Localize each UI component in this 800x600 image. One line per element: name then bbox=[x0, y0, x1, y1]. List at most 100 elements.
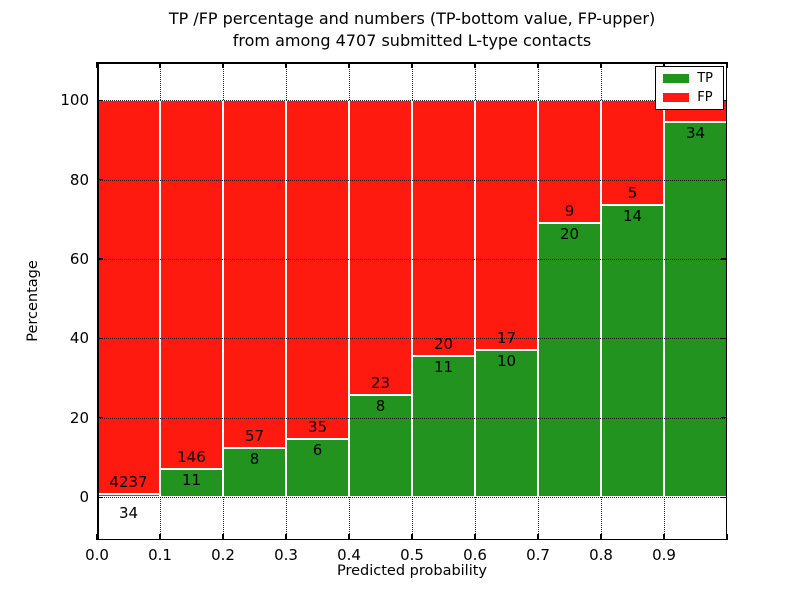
x-tick-mark bbox=[726, 62, 728, 68]
bar-label-fp: 5 bbox=[627, 183, 638, 202]
chart-title-line1: TP /FP percentage and numbers (TP-bottom… bbox=[168, 9, 656, 28]
legend: TP FP bbox=[655, 66, 724, 110]
x-tick-mark bbox=[411, 534, 413, 540]
y-tick-mark bbox=[721, 337, 727, 340]
bar-label-tp: 20 bbox=[559, 225, 580, 244]
x-tick-mark bbox=[663, 534, 665, 540]
x-tick-mark bbox=[285, 62, 287, 68]
x-tick-label: 0.7 bbox=[526, 546, 550, 564]
gridline-horizontal bbox=[97, 338, 727, 340]
plot-spine-bottom bbox=[97, 538, 727, 540]
gridline-horizontal bbox=[97, 100, 727, 102]
bar-segment-tp bbox=[286, 439, 349, 498]
x-tick-mark bbox=[348, 534, 350, 540]
gridline-horizontal bbox=[97, 417, 727, 419]
x-tick-mark bbox=[411, 62, 413, 68]
x-tick-mark bbox=[159, 534, 161, 540]
y-tick-label: 100 bbox=[60, 91, 89, 110]
x-tick-label: 0.9 bbox=[652, 546, 676, 564]
bar-segment-tp bbox=[664, 122, 727, 498]
y-tick-mark bbox=[97, 99, 103, 101]
x-tick-mark bbox=[222, 534, 224, 540]
y-tick-mark bbox=[97, 417, 103, 419]
bar-label-tp: 10 bbox=[496, 352, 517, 371]
x-tick-label: 0.6 bbox=[463, 546, 487, 564]
y-tick-mark bbox=[97, 178, 103, 181]
x-tick-label: 0.0 bbox=[85, 546, 109, 564]
x-tick-mark bbox=[537, 62, 539, 68]
bar-label-tp: 8 bbox=[249, 450, 260, 469]
legend-label-tp: TP bbox=[697, 71, 713, 86]
bar-label-tp: 11 bbox=[433, 358, 454, 377]
bar-segment-fp bbox=[97, 100, 160, 494]
bar-segment-tp bbox=[160, 469, 223, 498]
gridline-horizontal bbox=[97, 497, 727, 499]
legend-swatch-tp-icon bbox=[663, 74, 690, 83]
x-tick-mark bbox=[537, 534, 539, 540]
bar-segment-fp bbox=[349, 100, 412, 395]
plot-spine-right bbox=[725, 62, 727, 540]
y-tick-label: 20 bbox=[69, 408, 89, 427]
bar-segment-tp bbox=[538, 223, 601, 498]
legend-swatch-fp-icon bbox=[663, 93, 690, 102]
bar-segment-fp bbox=[286, 100, 349, 440]
y-tick-label: 40 bbox=[69, 329, 89, 348]
bar-label-tp: 34 bbox=[118, 504, 139, 523]
y-tick-mark bbox=[721, 417, 727, 419]
x-tick-label: 0.1 bbox=[148, 546, 172, 564]
y-tick-mark bbox=[97, 337, 103, 340]
x-axis-label: Predicted probability bbox=[336, 563, 488, 579]
x-tick-label: 0.3 bbox=[274, 546, 298, 564]
x-tick-label: 0.8 bbox=[589, 546, 613, 564]
bar-segment-fp bbox=[538, 100, 601, 224]
bar-segment-tp bbox=[475, 350, 538, 498]
bar-label-fp: 23 bbox=[370, 373, 391, 392]
bar-segment-tp bbox=[349, 394, 412, 498]
bar-segment-fp bbox=[412, 100, 475, 357]
bar-label-tp: 8 bbox=[375, 396, 386, 415]
bar-segment-tp bbox=[601, 204, 664, 498]
x-tick-mark bbox=[600, 534, 602, 540]
bar-label-fp: 20 bbox=[433, 335, 454, 354]
bar-label-fp: 57 bbox=[244, 427, 265, 446]
x-tick-mark bbox=[600, 62, 602, 68]
bar-label-tp: 11 bbox=[181, 471, 202, 490]
bar-segment-fp bbox=[160, 100, 223, 470]
legend-label-fp: FP bbox=[697, 90, 713, 105]
x-tick-mark bbox=[474, 534, 476, 540]
x-tick-mark bbox=[222, 62, 224, 68]
x-tick-label: 0.5 bbox=[400, 546, 424, 564]
bar-segment-fp bbox=[601, 100, 664, 205]
x-tick-label: 0.4 bbox=[337, 546, 361, 564]
gridline-horizontal bbox=[97, 258, 727, 260]
x-tick-mark bbox=[663, 62, 665, 68]
chart-title-line2: from among 4707 submitted L-type contact… bbox=[232, 31, 592, 50]
x-tick-mark bbox=[159, 62, 161, 68]
plot-spine-top bbox=[97, 62, 727, 64]
x-tick-mark bbox=[726, 534, 728, 540]
x-tick-label: 0.2 bbox=[211, 546, 235, 564]
bar-label-fp: 146 bbox=[177, 448, 206, 467]
y-tick-label: 0 bbox=[79, 488, 89, 507]
legend-entry-tp: TP bbox=[663, 72, 713, 85]
gridline-horizontal bbox=[97, 179, 727, 181]
x-tick-mark bbox=[474, 62, 476, 68]
y-tick-mark bbox=[97, 258, 103, 260]
bar-label-fp: 17 bbox=[496, 329, 517, 348]
y-tick-mark bbox=[721, 258, 727, 260]
bar-label-tp: 34 bbox=[685, 124, 706, 143]
plot-area: TP FP 4237 34 146 11 57 8 35 6 23 8 20 11 17 10 9 20 5 14… bbox=[96, 62, 728, 540]
bar-segment-tp bbox=[412, 356, 475, 498]
y-tick-mark bbox=[721, 99, 727, 101]
y-tick-label: 60 bbox=[69, 249, 89, 268]
y-tick-mark bbox=[721, 496, 727, 498]
y-tick-mark bbox=[97, 496, 103, 498]
plot-spine-left bbox=[97, 62, 99, 540]
bar-label-fp: 35 bbox=[307, 418, 328, 437]
y-tick-label: 80 bbox=[69, 170, 89, 189]
legend-entry-fp: FP bbox=[663, 91, 713, 104]
bar-segment-fp bbox=[223, 100, 286, 449]
bar-label-tp: 14 bbox=[622, 206, 643, 225]
y-tick-mark bbox=[721, 178, 727, 181]
